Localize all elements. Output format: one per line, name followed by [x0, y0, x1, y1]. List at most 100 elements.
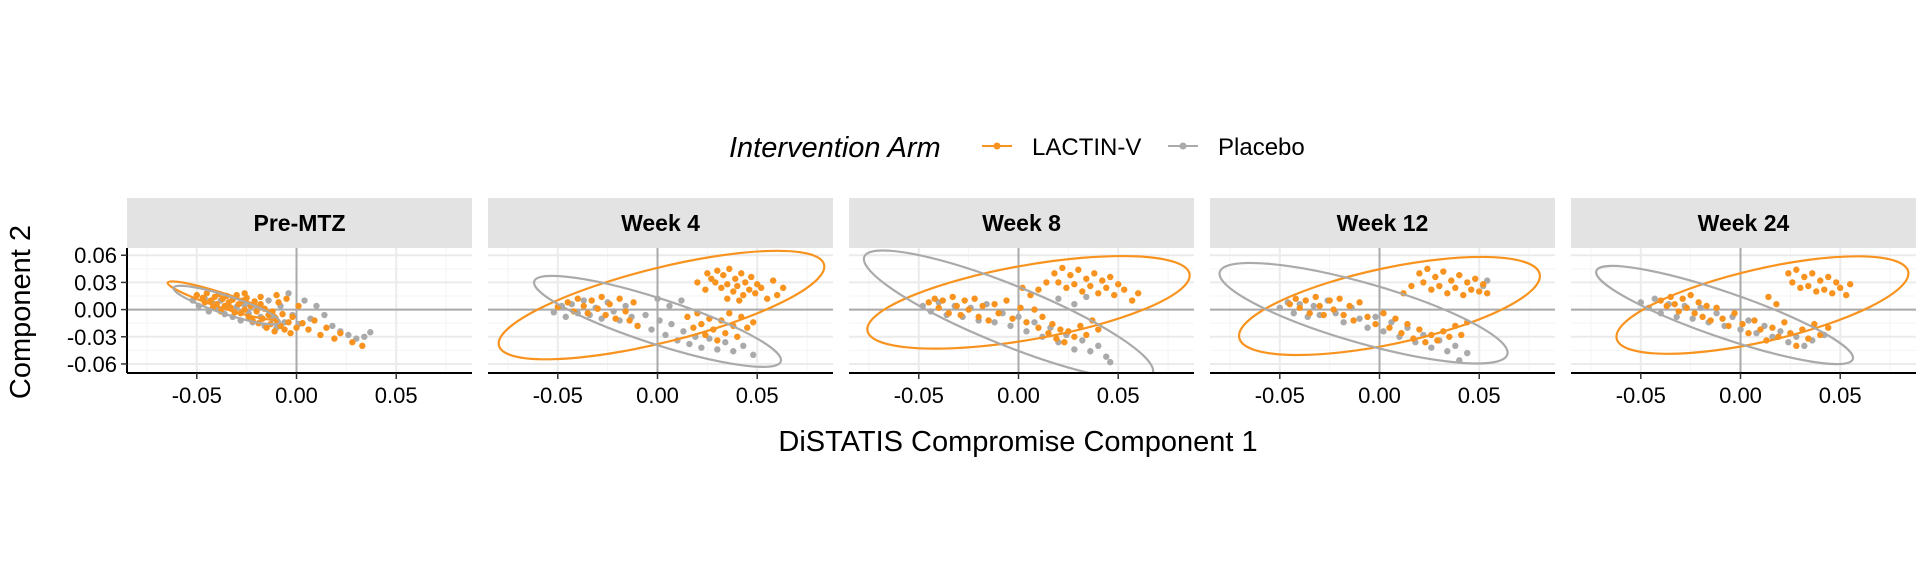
point-placebo [666, 302, 673, 310]
point-lactin-v [1420, 279, 1427, 286]
point-lactin-v [750, 319, 757, 326]
point-placebo [550, 309, 558, 316]
x-tick-label: 0.05 [375, 383, 418, 408]
strip-week-4 [488, 198, 833, 248]
point-lactin-v [714, 267, 721, 274]
point-lactin-v [736, 297, 743, 304]
x-tick-label: 0.05 [1458, 383, 1501, 408]
point-lactin-v [1416, 326, 1423, 333]
legend-entry-lactin-v[interactable]: LACTIN-V [982, 134, 1141, 161]
point-lactin-v [744, 324, 751, 331]
x-tick-label: 0.05 [1819, 383, 1862, 408]
point-lactin-v [734, 333, 741, 340]
point-lactin-v [1699, 313, 1706, 321]
x-tick-label: -0.05 [894, 383, 944, 408]
point-lactin-v [684, 313, 691, 321]
point-placebo [361, 333, 368, 340]
point-lactin-v [1725, 322, 1732, 330]
point-placebo [991, 319, 998, 326]
point-placebo [678, 297, 685, 304]
point-lactin-v [1340, 311, 1347, 319]
point-lactin-v [1326, 297, 1333, 304]
point-lactin-v [1751, 317, 1758, 324]
point-lactin-v [273, 291, 280, 299]
point-lactin-v [1115, 281, 1122, 288]
legend-label-lactin-v: LACTIN-V [1032, 134, 1141, 161]
point-lactin-v [1813, 288, 1820, 295]
point-lactin-v [1805, 282, 1812, 290]
x-tick-label: 0.00 [636, 383, 679, 408]
point-lactin-v [945, 310, 952, 317]
point-lactin-v [622, 308, 629, 315]
point-lactin-v [1675, 308, 1682, 315]
point-lactin-v [1448, 277, 1455, 284]
point-placebo [648, 326, 655, 333]
point-lactin-v [1346, 302, 1353, 310]
point-placebo [1023, 328, 1030, 335]
point-lactin-v [1306, 310, 1313, 317]
point-lactin-v [1817, 331, 1824, 339]
point-lactin-v [1825, 324, 1832, 331]
legend-label-placebo: Placebo [1218, 134, 1305, 161]
point-lactin-v [1679, 295, 1686, 302]
point-lactin-v [1769, 324, 1776, 331]
point-placebo [1087, 348, 1094, 355]
point-lactin-v [1075, 266, 1082, 273]
point-lactin-v [1793, 266, 1800, 273]
point-lactin-v [1432, 273, 1439, 281]
point-lactin-v [1286, 300, 1293, 308]
point-lactin-v [1077, 322, 1084, 330]
point-lactin-v [281, 326, 288, 333]
point-lactin-v [634, 322, 641, 330]
point-lactin-v [1336, 295, 1343, 302]
point-lactin-v [349, 339, 356, 346]
point-placebo [1007, 322, 1014, 330]
point-placebo [1372, 313, 1379, 321]
point-lactin-v [1071, 333, 1078, 340]
point-lactin-v [925, 299, 932, 306]
point-lactin-v [1801, 273, 1808, 281]
point-placebo [1083, 293, 1090, 301]
point-lactin-v [1067, 271, 1074, 279]
point-lactin-v [626, 317, 633, 324]
point-lactin-v [1695, 299, 1702, 306]
point-placebo [662, 331, 669, 339]
point-lactin-v [734, 282, 741, 290]
point-lactin-v [1703, 302, 1710, 310]
point-placebo [1651, 295, 1658, 302]
point-lactin-v [193, 291, 200, 299]
point-lactin-v [1422, 339, 1429, 346]
point-placebo [562, 313, 569, 321]
point-lactin-v [1687, 291, 1694, 299]
point-placebo [750, 351, 757, 359]
point-placebo [301, 297, 308, 304]
point-lactin-v [1128, 297, 1136, 304]
point-lactin-v [752, 290, 759, 297]
strip-week-8 [849, 198, 1194, 248]
legend-entry-placebo[interactable]: Placebo [1168, 134, 1305, 161]
point-placebo [1340, 319, 1347, 326]
point-lactin-v [1785, 270, 1792, 277]
data-layer-pre-mtz [166, 280, 374, 350]
x-tick-label: -0.05 [1616, 383, 1666, 408]
point-lactin-v [758, 284, 765, 292]
point-lactin-v [616, 295, 623, 302]
ellipse-placebo [1218, 261, 1509, 365]
point-lactin-v [1472, 275, 1479, 282]
point-placebo [1031, 319, 1038, 326]
point-lactin-v [1095, 290, 1102, 297]
x-tick-label: -0.05 [172, 383, 222, 408]
point-lactin-v [971, 295, 978, 302]
y-axis-title: Component 2 [5, 225, 37, 399]
point-placebo [1079, 337, 1086, 344]
point-placebo [1364, 324, 1371, 331]
point-lactin-v [995, 310, 1002, 317]
point-lactin-v [1380, 310, 1387, 317]
point-lactin-v [1017, 304, 1024, 311]
point-lactin-v [931, 295, 938, 302]
point-placebo [265, 297, 272, 304]
point-placebo [1276, 304, 1283, 311]
point-placebo [1444, 348, 1451, 355]
point-lactin-v [975, 313, 982, 321]
